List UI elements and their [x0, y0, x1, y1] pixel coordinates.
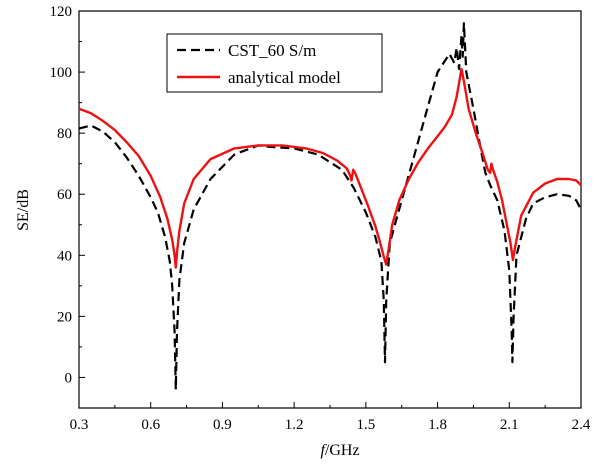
y-tick-label: 40: [57, 248, 72, 264]
x-tick-label: 0.3: [70, 417, 89, 433]
legend-label-analytical: analytical model: [228, 68, 341, 87]
y-axis-label: SE/dB: [15, 189, 32, 231]
legend: CST_60 S/m analytical model: [166, 33, 383, 93]
x-tick-label: 2.4: [572, 417, 591, 433]
series-layer: [78, 22, 582, 391]
x-tick-label: 2.1: [500, 417, 519, 433]
series-line-analytical: [78, 67, 582, 269]
x-tick-label: 1.5: [356, 417, 375, 433]
x-axis-ticks: 0.3 0.6 0.9 1.2 1.5 1.8 2.1 2.4: [70, 402, 591, 433]
series-line-cst: [78, 22, 582, 391]
y-tick-label: 20: [57, 309, 72, 325]
legend-label-cst: CST_60 S/m: [228, 41, 316, 60]
y-axis-ticks: 0 20 40 60 80 100 120: [50, 4, 85, 409]
y-tick-label: 100: [50, 65, 73, 81]
x-tick-label: 1.8: [428, 417, 447, 433]
x-axis-label-italic: f: [320, 442, 327, 459]
y-tick-label: 0: [65, 370, 73, 386]
y-tick-label: 80: [57, 126, 72, 142]
x-tick-label: 0.6: [141, 417, 160, 433]
y-tick-label: 60: [57, 187, 72, 203]
x-axis-label: f/GHz: [320, 442, 359, 459]
y-tick-label: 120: [50, 4, 73, 20]
x-tick-label: 1.2: [285, 417, 304, 433]
x-tick-label: 0.9: [213, 417, 232, 433]
legend-box: [166, 33, 383, 93]
x-axis-label-unit: /GHz: [325, 442, 360, 459]
